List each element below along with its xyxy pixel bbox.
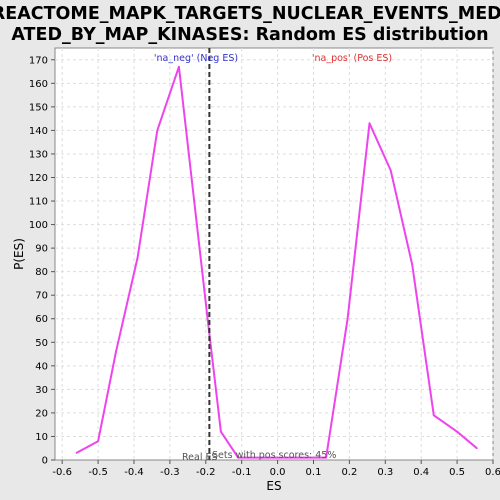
pos-es-label: 'na_pos' (Pos ES)	[312, 53, 392, 64]
data-point	[389, 169, 392, 172]
chart-title-line-1: REACTOME_MAPK_TARGETS_NUCLEAR_EVENTS_MED…	[0, 4, 500, 24]
x-tick-label: 0.6	[485, 467, 500, 478]
chart-title-line-2: ATED_BY_MAP_KINASES: Random ES distribut…	[11, 25, 488, 45]
y-axis-label: P(ES)	[12, 238, 26, 270]
x-tick-label: 0.5	[449, 467, 465, 478]
x-tick-label: -0.4	[124, 467, 144, 478]
x-tick-label: 0.3	[377, 467, 393, 478]
y-tick-label: 90	[35, 244, 48, 255]
y-tick-label: 100	[29, 220, 48, 231]
x-axis-label: ES	[266, 479, 281, 493]
y-tick-label: 130	[29, 149, 48, 160]
x-tick-label: -0.6	[52, 467, 72, 478]
data-point	[115, 350, 117, 353]
data-point	[97, 440, 99, 443]
data-point	[237, 456, 239, 459]
data-point	[75, 452, 78, 454]
y-tick-label: 70	[35, 291, 48, 302]
x-tick-label: -0.3	[160, 467, 180, 478]
real-es-label: Real ES	[182, 452, 218, 463]
y-tick-label: 160	[29, 79, 48, 90]
pos-scores-label: Sets with pos scores: 45%	[212, 450, 336, 461]
x-tick-label: 0.1	[306, 467, 322, 478]
data-point	[346, 317, 349, 320]
x-tick-label: -0.1	[232, 467, 252, 478]
data-point	[219, 430, 222, 433]
y-tick-label: 30	[35, 385, 48, 396]
grid-lines	[55, 48, 494, 460]
data-point	[206, 317, 209, 320]
y-tick-label: 20	[35, 408, 48, 419]
y-tick-label: 80	[35, 267, 48, 278]
data-point	[475, 447, 478, 450]
x-tick-label: 0.4	[413, 467, 429, 478]
neg-es-label: 'na_neg' (Neg ES)	[154, 53, 238, 64]
x-tick-label: -0.2	[196, 467, 216, 478]
y-tick-label: 40	[35, 361, 48, 372]
axis-ticks: 0 10 20 30 40 50 60 70 80 90 100 110 120 130 140 150 160…	[29, 55, 500, 478]
y-tick-label: 140	[29, 126, 48, 137]
data-point	[432, 414, 435, 417]
x-tick-label: 0.2	[341, 467, 357, 478]
x-tick-label: -0.5	[88, 467, 108, 478]
data-point	[411, 263, 414, 266]
data-point	[368, 122, 371, 125]
y-tick-label: 170	[29, 55, 48, 66]
plot-area	[54, 47, 494, 461]
data-point	[325, 456, 327, 459]
y-tick-label: 10	[35, 432, 48, 443]
y-tick-label: 50	[35, 338, 48, 349]
data-point	[456, 430, 458, 433]
series-layer	[75, 65, 478, 459]
data-point	[136, 256, 139, 259]
data-point	[156, 129, 159, 132]
y-tick-label: 120	[29, 173, 48, 184]
y-tick-label: 150	[29, 102, 48, 113]
y-tick-label: 110	[29, 197, 48, 208]
y-tick-label: 0	[42, 456, 48, 467]
y-tick-label: 60	[35, 314, 48, 325]
x-tick-label: 0.0	[270, 467, 286, 478]
data-point	[177, 65, 180, 68]
